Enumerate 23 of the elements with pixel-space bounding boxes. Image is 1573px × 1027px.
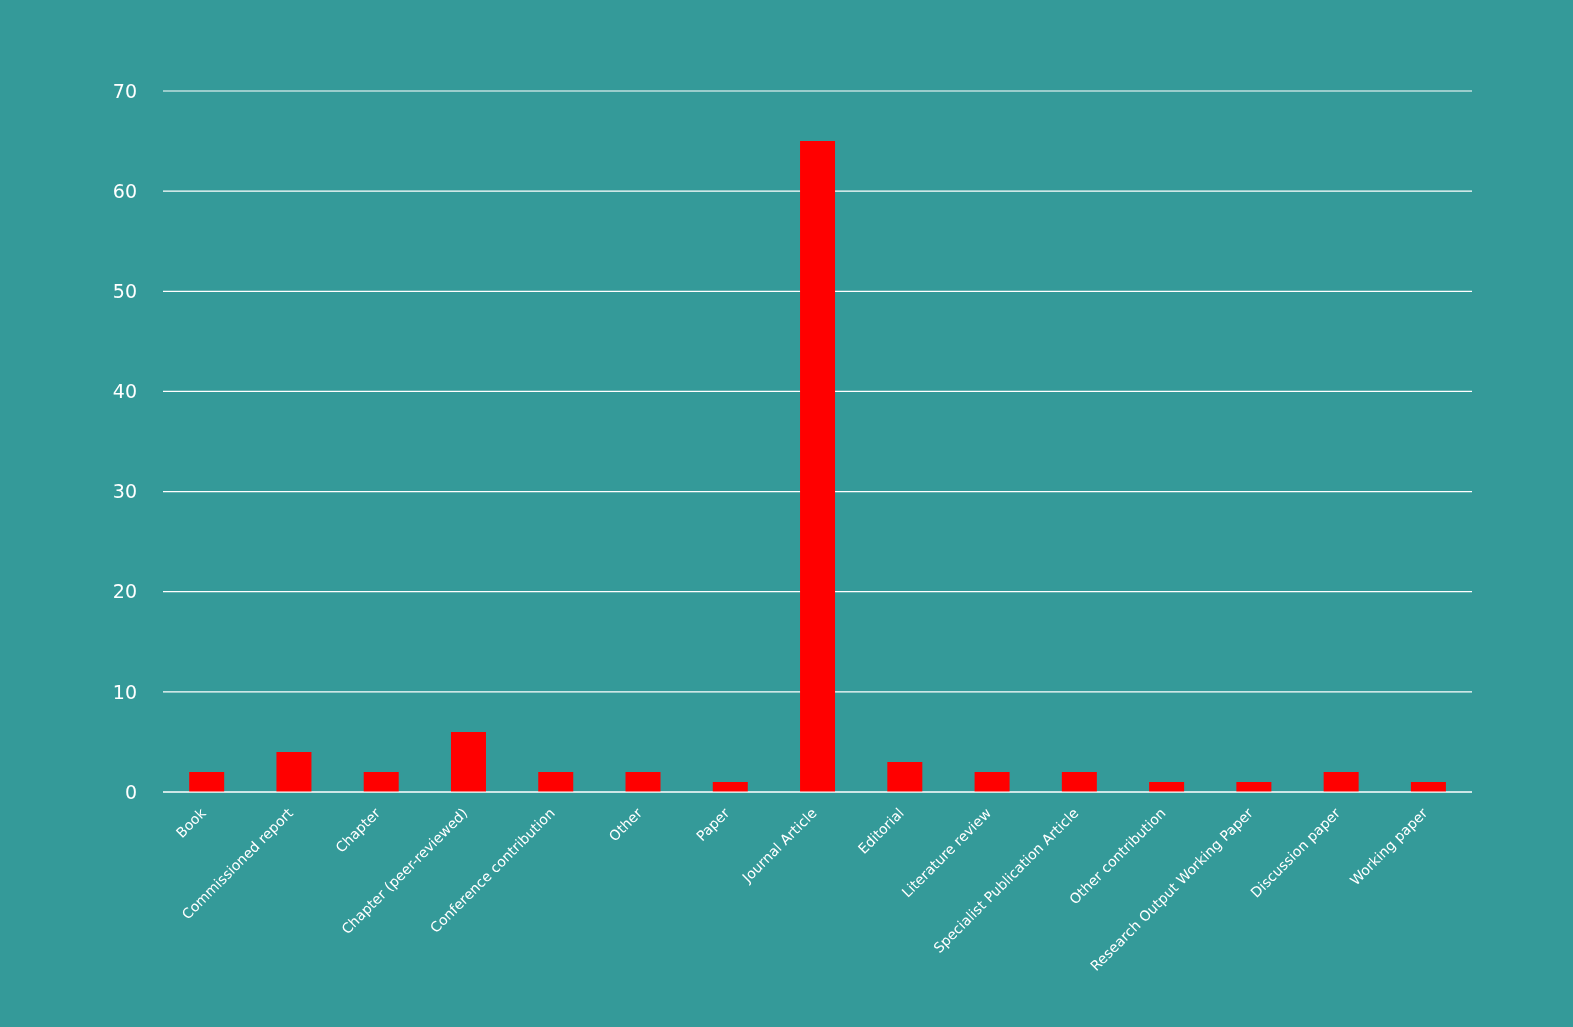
y-tick-label: 30 — [112, 480, 137, 503]
bar — [363, 771, 399, 792]
y-tick-label: 70 — [112, 79, 137, 102]
y-tick-label: 0 — [124, 780, 137, 803]
y-tick-label: 10 — [112, 680, 137, 703]
bar — [887, 761, 923, 792]
bar — [450, 731, 486, 792]
y-tick-label: 60 — [112, 179, 137, 202]
bar — [1149, 781, 1185, 792]
y-tick-label: 40 — [112, 380, 137, 403]
bar — [1236, 781, 1272, 792]
bar — [189, 771, 225, 792]
bar — [1061, 771, 1097, 792]
bar — [625, 771, 661, 792]
bar — [276, 751, 312, 792]
y-tick-label: 50 — [112, 280, 137, 303]
y-tick-label: 20 — [112, 580, 137, 603]
bar — [712, 781, 748, 792]
bar — [974, 771, 1010, 792]
bar — [800, 141, 836, 792]
bar — [538, 771, 574, 792]
bar — [1410, 781, 1446, 792]
bar — [1323, 771, 1359, 792]
